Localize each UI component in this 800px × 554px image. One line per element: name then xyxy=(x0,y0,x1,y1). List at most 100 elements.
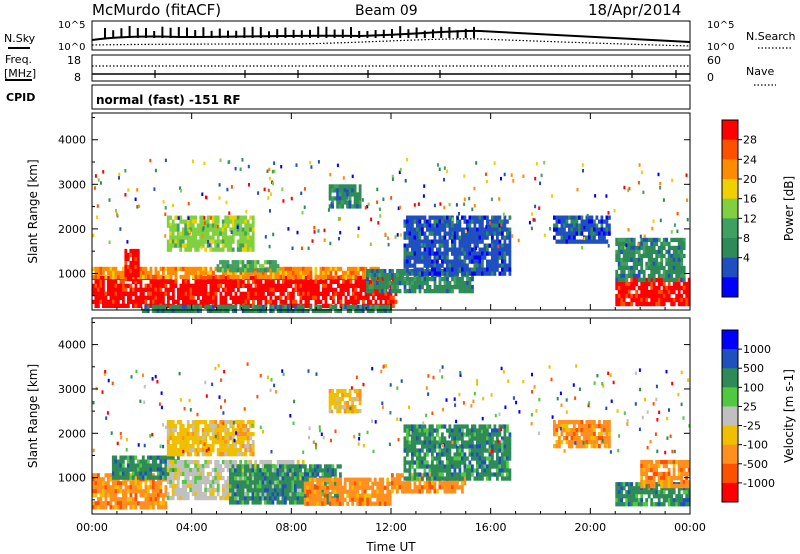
heatmap-cell xyxy=(493,271,497,276)
heatmap-cell xyxy=(284,488,287,493)
heatmap-cell xyxy=(334,304,338,309)
heatmap-cell xyxy=(376,200,379,204)
heatmap-cell xyxy=(388,269,392,274)
heatmap-cell xyxy=(456,263,459,268)
heatmap-cell xyxy=(206,215,210,220)
heatmap-cell xyxy=(441,219,444,224)
heatmap-cell xyxy=(119,287,123,292)
heatmap-cell xyxy=(486,227,489,232)
heatmap-cell xyxy=(428,243,432,248)
heatmap-cell xyxy=(226,491,230,497)
heatmap-cell xyxy=(392,299,395,304)
heatmap-cell xyxy=(421,281,424,286)
heatmap-cell xyxy=(189,295,193,300)
heatmap-cell xyxy=(144,283,148,288)
heatmap-cell xyxy=(476,255,479,260)
heatmap-cell xyxy=(376,281,379,286)
heatmap-cell xyxy=(149,295,153,300)
heatmap-cell xyxy=(97,497,100,502)
heatmap-cell xyxy=(647,249,651,255)
heatmap-cell xyxy=(617,265,621,271)
heatmap-cell xyxy=(244,496,247,501)
heatmap-cell xyxy=(149,501,153,506)
heatmap-cell xyxy=(191,223,195,228)
heatmap-cell xyxy=(224,308,228,313)
heatmap-cell xyxy=(199,308,203,313)
heatmap-cell xyxy=(343,192,347,197)
y-tick-label: 2000 xyxy=(58,223,86,236)
heatmap-cell xyxy=(252,295,255,300)
heatmap-cell xyxy=(630,245,634,251)
heatmap-cell xyxy=(361,493,365,498)
heatmap-cell xyxy=(677,245,681,251)
heatmap-cell xyxy=(413,489,417,494)
heatmap-cell xyxy=(354,308,358,313)
heatmap-cell xyxy=(413,247,417,252)
heatmap-cell xyxy=(659,181,662,186)
heatmap-cell xyxy=(349,308,353,313)
heatmap-cell xyxy=(565,239,569,244)
heatmap-cell xyxy=(252,279,255,284)
heatmap-cell xyxy=(488,231,492,236)
heatmap-cell xyxy=(194,279,198,284)
heatmap-cell xyxy=(234,264,237,269)
heatmap-cell xyxy=(284,295,288,300)
heatmap-cell xyxy=(201,243,205,248)
heatmap-cell xyxy=(491,251,494,256)
heatmap-cell xyxy=(642,190,645,195)
heatmap-cell xyxy=(496,231,499,236)
heatmap-cell xyxy=(336,204,339,209)
heatmap-cell xyxy=(491,255,494,260)
heatmap-cell xyxy=(244,268,247,273)
heatmap-cell xyxy=(161,455,165,460)
heatmap-cell xyxy=(388,489,392,494)
heatmap-cell xyxy=(341,304,345,309)
heatmap-cell xyxy=(353,481,357,486)
heatmap-cell xyxy=(303,497,307,502)
heatmap-cell xyxy=(129,295,133,300)
heatmap-cell xyxy=(406,481,409,486)
heatmap-cell xyxy=(328,485,332,490)
heatmap-cell xyxy=(224,219,228,224)
heatmap-cell xyxy=(232,270,235,276)
heatmap-cell xyxy=(149,493,153,498)
heatmap-cell xyxy=(221,483,225,489)
heatmap-cell xyxy=(184,283,188,288)
heatmap-cell xyxy=(212,287,215,292)
heatmap-cell xyxy=(206,235,210,240)
heatmap-cell xyxy=(680,261,684,267)
heatmap-cell xyxy=(162,200,165,204)
heatmap-cell xyxy=(595,223,599,228)
heatmap-cell xyxy=(124,268,128,274)
heatmap-cell xyxy=(481,267,484,272)
heatmap-cell xyxy=(423,184,426,188)
heatmap-cell xyxy=(154,299,158,304)
heatmap-cell xyxy=(337,275,340,280)
heatmap-cell xyxy=(167,270,170,276)
heatmap-cell xyxy=(314,299,318,304)
heatmap-cell xyxy=(191,483,195,489)
heatmap-cell xyxy=(114,459,118,464)
heatmap-cell xyxy=(159,274,163,280)
heatmap-cell xyxy=(246,247,250,252)
heatmap-cell xyxy=(680,301,684,307)
heatmap-cell xyxy=(154,489,158,494)
heatmap-cell xyxy=(667,249,671,255)
heatmap-cell xyxy=(96,204,99,208)
heatmap-cell xyxy=(162,279,165,284)
heatmap-cell xyxy=(503,227,507,232)
heatmap-cell xyxy=(111,475,115,480)
heatmap-cell xyxy=(321,492,325,497)
heatmap-cell xyxy=(645,241,649,247)
heatmap-cell xyxy=(620,269,624,275)
heatmap-cell xyxy=(471,227,474,232)
heatmap-cell xyxy=(349,270,353,276)
heatmap-cell xyxy=(169,283,173,288)
heatmap-cell xyxy=(121,463,125,468)
heatmap-cell xyxy=(281,500,285,505)
heatmap-cell xyxy=(149,505,153,510)
heatmap-cell xyxy=(206,459,210,465)
heatmap-cell xyxy=(246,480,250,485)
heatmap-cell xyxy=(617,301,621,307)
heatmap-cell xyxy=(585,215,589,220)
